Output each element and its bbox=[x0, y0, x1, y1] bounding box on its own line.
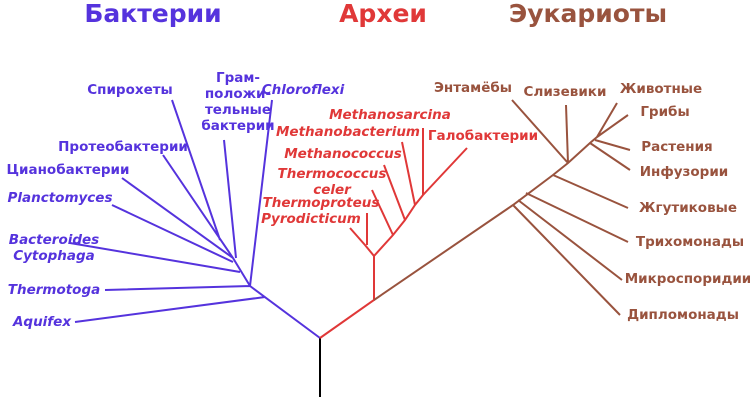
taxon-label: Животные bbox=[620, 81, 702, 97]
domain-title: Бактерии bbox=[84, 0, 221, 28]
domain-title: Археи bbox=[339, 0, 427, 28]
taxon-label: Дипломонады bbox=[627, 307, 739, 323]
taxon-label: тельные bbox=[205, 102, 271, 118]
taxon-label: Chloroflexi bbox=[262, 82, 345, 98]
taxon-label: Цианобактерии bbox=[7, 162, 130, 178]
taxon-label: Энтамёбы bbox=[434, 80, 512, 96]
taxon-label: Thermococcus bbox=[278, 166, 387, 182]
taxon-label: Cytophaga bbox=[13, 248, 95, 264]
taxon-label: Methanosarcina bbox=[329, 107, 451, 123]
taxon-label: Слизевики bbox=[524, 84, 607, 100]
taxon-label: положи- bbox=[205, 86, 271, 102]
taxon-label: Methanobacterium bbox=[276, 124, 420, 140]
taxon-label: Растения bbox=[641, 139, 712, 155]
taxon-label: Грибы bbox=[640, 104, 689, 120]
taxon-label: Жгутиковые bbox=[639, 200, 737, 216]
taxon-label: Aquifex bbox=[12, 314, 72, 330]
taxon-label: Pyrodicticum bbox=[261, 211, 361, 227]
taxon-label: Микроспоридии bbox=[625, 271, 750, 287]
taxon-label: Methanococcus bbox=[284, 146, 402, 162]
taxon-label: Грам- bbox=[216, 70, 260, 86]
taxon-label: Трихомонады bbox=[636, 234, 744, 250]
taxon-label: Bacteroides bbox=[9, 232, 99, 248]
branches bbox=[69, 99, 631, 397]
taxon-label: бактерии bbox=[201, 118, 274, 134]
taxon-label: Thermoproteus bbox=[263, 195, 380, 211]
taxon-label: Протеобактерии bbox=[58, 139, 188, 155]
domain-title: Эукариоты bbox=[509, 0, 667, 28]
taxon-label: Галобактерии bbox=[428, 128, 538, 144]
taxon-label: celer bbox=[313, 182, 352, 198]
taxon-label: Thermotoga bbox=[8, 282, 100, 298]
taxon-label: Спирохеты bbox=[87, 82, 173, 98]
taxon-label: Planctomyces bbox=[7, 190, 112, 206]
taxon-label: Инфузории bbox=[640, 164, 729, 180]
